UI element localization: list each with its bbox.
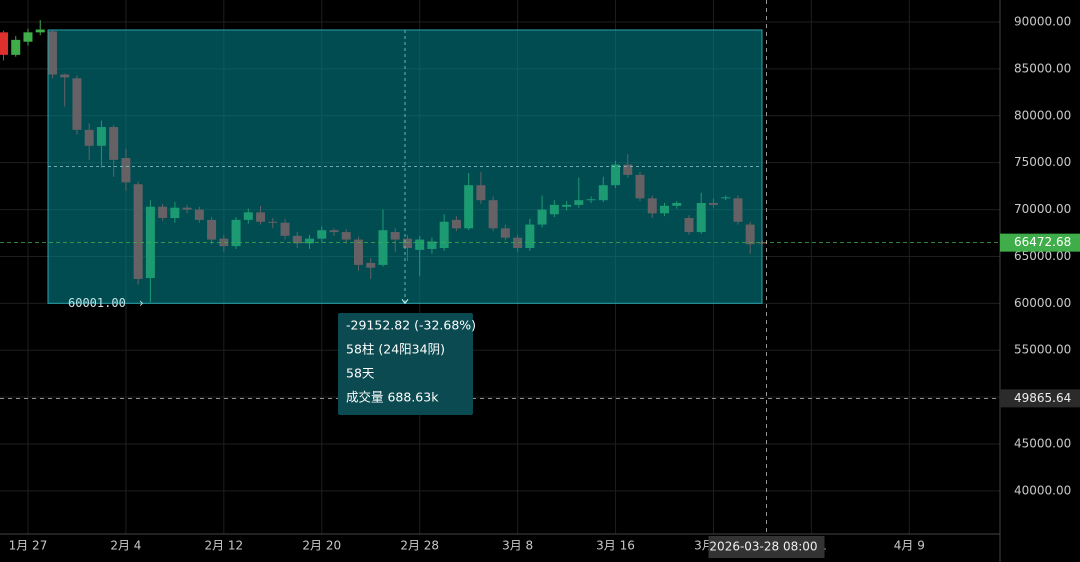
y-tick-label: 60000.00 bbox=[1014, 296, 1071, 310]
tooltip-line: -29152.82 (-32.68%) bbox=[346, 318, 476, 333]
x-axis-bg bbox=[0, 534, 1000, 562]
measure-low-arrow: › bbox=[139, 296, 144, 310]
cursor-price-label: 49865.64 bbox=[1014, 391, 1071, 405]
candle-body bbox=[0, 32, 8, 55]
x-tick-label: 2月 20 bbox=[302, 539, 341, 553]
candle-body bbox=[23, 32, 33, 42]
last-price-tag bbox=[1000, 233, 1080, 252]
candle-body bbox=[35, 29, 45, 33]
y-tick-label: 75000.00 bbox=[1014, 155, 1071, 169]
y-tick-label: 70000.00 bbox=[1014, 202, 1071, 216]
measure-tooltip bbox=[338, 313, 473, 415]
measure-low-label: 60001.00 bbox=[68, 296, 126, 310]
tooltip-line: 成交量 688.63k bbox=[346, 390, 439, 405]
y-tick-label: 55000.00 bbox=[1014, 343, 1071, 357]
x-tick-label: 2月 28 bbox=[400, 539, 439, 553]
x-tick-label: 1月 27 bbox=[9, 539, 48, 553]
y-tick-label: 85000.00 bbox=[1014, 61, 1071, 75]
last-price-label: 66472.68 bbox=[1014, 235, 1071, 249]
y-tick-label: 80000.00 bbox=[1014, 108, 1071, 122]
y-tick-label: 45000.00 bbox=[1014, 436, 1071, 450]
cursor-price-tag bbox=[1000, 389, 1080, 408]
candle-body bbox=[11, 39, 21, 55]
x-tick-label: 3月 8 bbox=[502, 539, 533, 553]
measure-arrow bbox=[401, 299, 409, 305]
x-tick-label: 2月 12 bbox=[204, 539, 243, 553]
y-axis-bg bbox=[1000, 0, 1080, 562]
x-tick-label: 3月 16 bbox=[596, 539, 635, 553]
cursor-time-label: 2026-03-28 08:00 bbox=[709, 540, 817, 554]
cursor-time-tag bbox=[708, 536, 825, 558]
x-tick-label: 2月 4 bbox=[110, 539, 141, 553]
tooltip-line: 58柱 (24阳34阴) bbox=[346, 342, 445, 357]
tooltip-line: 58天 bbox=[346, 366, 375, 381]
x-tick-label: 4月 9 bbox=[894, 539, 925, 553]
y-tick-label: 90000.00 bbox=[1014, 15, 1071, 29]
y-tick-label: 65000.00 bbox=[1014, 249, 1071, 263]
y-tick-label: 40000.00 bbox=[1014, 483, 1071, 497]
